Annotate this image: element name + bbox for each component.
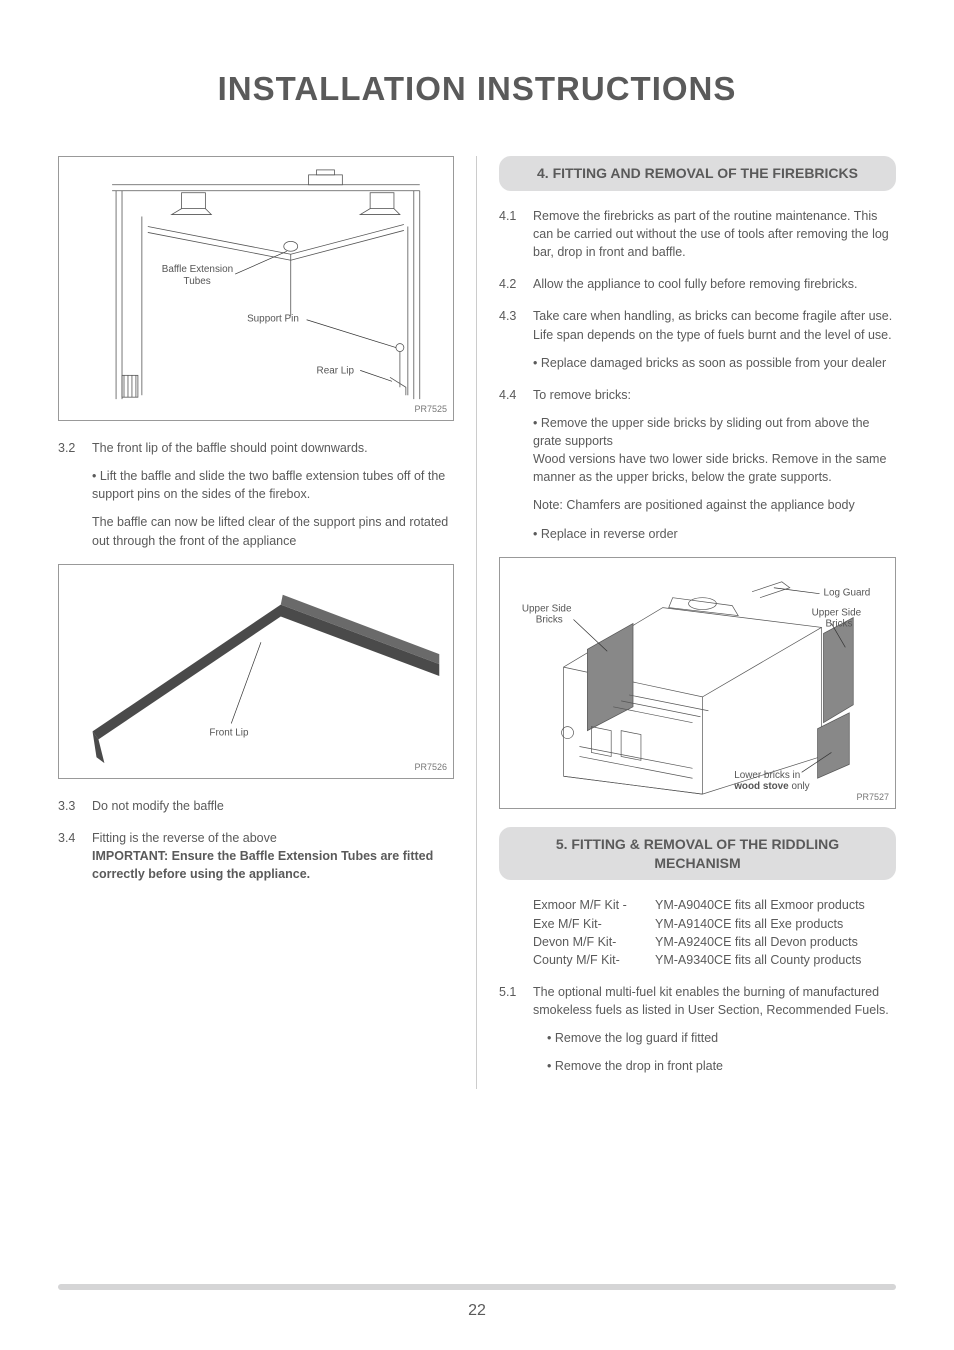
kit-desc: YM-A9340CE fits all County products [655,951,896,969]
entry-text: Allow the appliance to cool fully before… [533,275,896,293]
figure-code: PR7526 [414,761,447,774]
entry-4-3: 4.3 Take care when handling, as bricks c… [499,307,896,371]
page-number: 22 [0,1302,954,1320]
entry-text: Do not modify the baffle [92,797,454,815]
entry-number: 4.1 [499,207,533,261]
entry-text: • Remove the upper side bricks by slidin… [533,414,896,450]
label-front-lip: Front Lip [209,727,249,738]
left-column: Baffle Extension Tubes Support Pin Rear … [58,156,477,1089]
footer-rule [58,1284,896,1290]
entry-number: 3.4 [58,829,92,883]
figure-firebricks: Upper Side Bricks Log Guard Upper Side B… [499,557,896,809]
label-lower-1: Lower bricks in [734,770,800,781]
label-log-guard: Log Guard [823,587,870,598]
figure-code: PR7527 [856,791,889,804]
entry-text: • Lift the baffle and slide the two baff… [92,467,454,503]
entry-text: The front lip of the baffle should point… [92,439,454,457]
entry-number: 4.4 [499,386,533,543]
label-support-pin: Support Pin [247,314,299,325]
figure-baffle-section: Baffle Extension Tubes Support Pin Rear … [58,156,454,421]
label-upper-left-2: Bricks [536,614,563,625]
entry-4-4: 4.4 To remove bricks: • Remove the upper… [499,386,896,543]
entry-text: Remove the firebricks as part of the rou… [533,207,896,261]
entry-number: 5.1 [499,983,533,1076]
entry-number: 4.2 [499,275,533,293]
columns: Baffle Extension Tubes Support Pin Rear … [58,156,896,1089]
figure-front-lip: Front Lip PR7526 [58,564,454,779]
kit-name: Devon M/F Kit- [533,933,655,951]
entry-3-3: 3.3 Do not modify the baffle [58,797,454,815]
entry-text: Wood versions have two lower side bricks… [533,450,896,486]
entry-number: 3.2 [58,439,92,550]
section-header-text: 5. FITTING & REMOVAL OF THE RIDDLING MEC… [556,836,839,871]
kit-row: County M/F Kit- YM-A9340CE fits all Coun… [533,951,896,969]
section-header-text: 4. FITTING AND REMOVAL OF THE FIREBRICKS [537,165,858,181]
section-5-header: 5. FITTING & REMOVAL OF THE RIDDLING MEC… [499,827,896,881]
entry-4-2: 4.2 Allow the appliance to cool fully be… [499,275,896,293]
kit-row: Exe M/F Kit- YM-A9140CE fits all Exe pro… [533,915,896,933]
label-upper-right-2: Bricks [825,618,852,629]
label-lower-2: wood stove only [733,781,809,792]
kit-name: County M/F Kit- [533,951,655,969]
entry-bullet: • Remove the drop in front plate [533,1057,896,1075]
kit-desc: YM-A9240CE fits all Devon products [655,933,896,951]
kit-row: Exmoor M/F Kit - YM-A9040CE fits all Exm… [533,896,896,914]
label-baffle-ext-1: Baffle Extension [162,264,233,275]
kit-row: Devon M/F Kit- YM-A9240CE fits all Devon… [533,933,896,951]
entry-text: Fitting is the reverse of the above [92,829,454,847]
entry-text-bold: IMPORTANT: Ensure the Baffle Extension T… [92,847,454,883]
entry-number: 4.3 [499,307,533,371]
section-4-header: 4. FITTING AND REMOVAL OF THE FIREBRICKS [499,156,896,191]
kit-desc: YM-A9040CE fits all Exmoor products [655,896,896,914]
entry-text: The optional multi-fuel kit enables the … [533,983,896,1019]
entry-text: • Replace in reverse order [533,525,896,543]
entry-text: To remove bricks: [533,386,896,404]
kit-desc: YM-A9140CE fits all Exe products [655,915,896,933]
label-upper-left-1: Upper Side [522,603,572,614]
entry-number: 3.3 [58,797,92,815]
label-baffle-ext-2: Tubes [184,276,211,287]
kit-name: Exe M/F Kit- [533,915,655,933]
label-rear-lip: Rear Lip [317,365,355,376]
entry-3-4: 3.4 Fitting is the reverse of the above … [58,829,454,883]
entry-text: Note: Chamfers are positioned against th… [533,496,896,514]
entry-4-1: 4.1 Remove the firebricks as part of the… [499,207,896,261]
entry-5-1: 5.1 The optional multi-fuel kit enables … [499,983,896,1076]
kit-table: Exmoor M/F Kit - YM-A9040CE fits all Exm… [533,896,896,969]
entry-bullet: • Remove the log guard if fitted [533,1029,896,1047]
figure-code: PR7525 [414,403,447,416]
right-column: 4. FITTING AND REMOVAL OF THE FIREBRICKS… [477,156,896,1089]
entry-text: • Replace damaged bricks as soon as poss… [533,354,896,372]
entry-text: The baffle can now be lifted clear of th… [92,513,454,549]
label-upper-right-1: Upper Side [812,607,862,618]
entry-text: Take care when handling, as bricks can b… [533,307,896,343]
kit-name: Exmoor M/F Kit - [533,896,655,914]
page-title: INSTALLATION INSTRUCTIONS [58,70,896,108]
entry-3-2: 3.2 The front lip of the baffle should p… [58,439,454,550]
